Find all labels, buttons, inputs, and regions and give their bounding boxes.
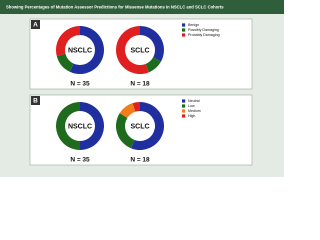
donut-segment (140, 26, 164, 62)
n-label: N = 18 (130, 81, 150, 88)
legend-label: Low (188, 104, 195, 108)
donut-segment (119, 103, 136, 118)
legend-swatch (182, 109, 186, 113)
donut-segment (56, 53, 74, 72)
n-label: N = 18 (130, 157, 150, 164)
legend-swatch (182, 99, 186, 103)
donut-segment (132, 102, 140, 112)
legend-swatch (182, 23, 186, 27)
donut-segment (131, 102, 164, 150)
legend-swatch (182, 104, 186, 108)
donut-segment (80, 102, 104, 150)
donut-center-label: NSCLC (68, 123, 92, 130)
n-label: N = 35 (70, 81, 90, 88)
donut-center-label: SCLC (130, 123, 149, 130)
legend-label: Possibly Damaging (188, 28, 219, 32)
panel-letter: B (33, 98, 38, 105)
donut-segment (116, 26, 149, 74)
legend-label: High (188, 114, 195, 118)
legend-swatch (182, 28, 186, 32)
panel-letter-box (31, 20, 40, 29)
legend-label: Neutral (188, 99, 200, 103)
panel-letter-box (31, 96, 40, 105)
figure: Showing Percentages of Mutation Assessor… (0, 0, 284, 177)
donut-segment (145, 57, 162, 73)
donut-segment (56, 26, 80, 56)
panel-letter: A (33, 22, 38, 29)
donut-segment (69, 26, 104, 74)
legend-label: Probably Damaging (188, 33, 220, 37)
legend-swatch (182, 114, 186, 118)
donut-center-label: NSCLC (68, 47, 92, 54)
donut-center-label: SCLC (130, 47, 149, 54)
legend-swatch (182, 33, 186, 37)
legend-label: Benign (188, 23, 199, 27)
figure-title: Showing Percentages of Mutation Assessor… (6, 5, 224, 10)
donut-segment (56, 102, 80, 150)
header-bar (0, 0, 284, 14)
donut-segment (116, 113, 135, 149)
legend-label: Medium (188, 109, 201, 113)
n-label: N = 35 (70, 157, 90, 164)
